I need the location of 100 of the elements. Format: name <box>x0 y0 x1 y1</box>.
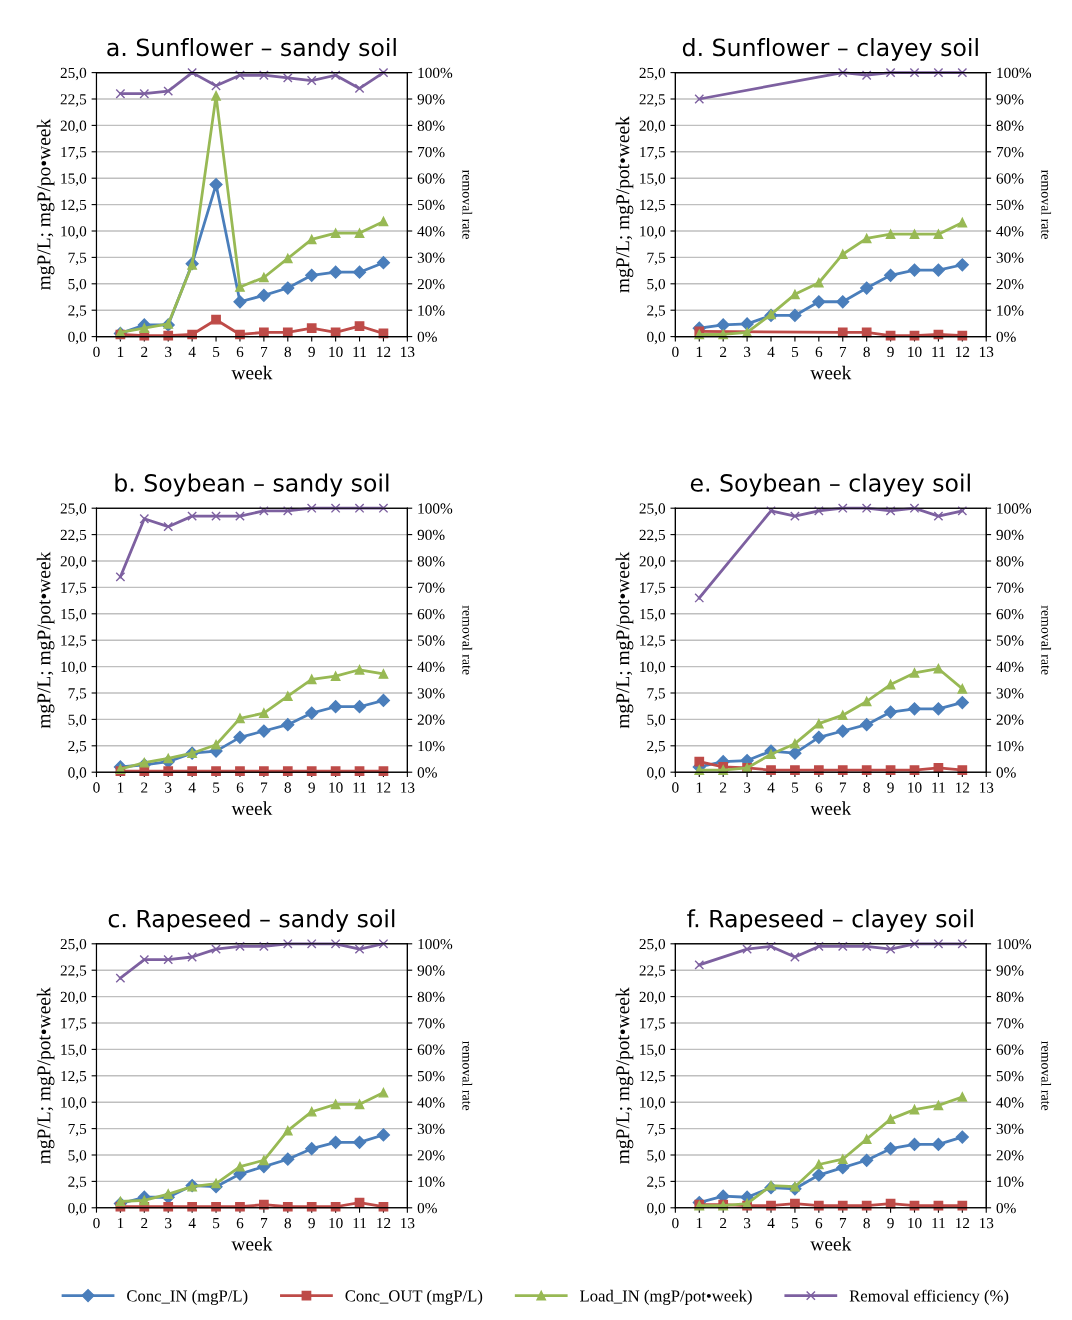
y-tick-label: 0,0 <box>68 1202 87 1216</box>
x-tick-label: 11 <box>932 346 945 357</box>
x-tick-label: 11 <box>353 346 366 357</box>
y-tick-label: 20,0 <box>60 120 87 134</box>
y-tick-label: 5,0 <box>68 1150 87 1163</box>
y2-tick-label: 10% <box>997 740 1024 752</box>
x-tick-label: 5 <box>213 1218 220 1229</box>
y-tick-label: 7,5 <box>68 252 87 266</box>
y-tick-label: 20,0 <box>639 556 666 569</box>
x-tick-label: 6 <box>815 1218 823 1229</box>
y2-tick-label: 90% <box>996 965 1024 976</box>
y2-tick-label: 30% <box>996 688 1024 699</box>
chart-title: e. Soybean – clayey soil <box>690 473 970 497</box>
y-axis-title: mgP/L; mgP/pot•week <box>36 551 55 729</box>
x-tick-label: 10 <box>908 346 922 358</box>
x-tick-label: 6 <box>815 782 823 793</box>
chart-title: b. Soybean – sandy soil <box>115 473 389 497</box>
y2-tick-label: 70% <box>996 146 1024 158</box>
y-tick-label: 10,0 <box>61 1097 87 1110</box>
chart-title: f. Rapeseed – clayey soil <box>687 909 973 933</box>
y2-tick-label: 10% <box>997 305 1024 316</box>
x-tick-label: 4 <box>767 1218 775 1229</box>
y-tick-label: 0,0 <box>647 331 666 345</box>
x-tick-label: 9 <box>887 782 894 793</box>
x-tick-label: 9 <box>887 1218 894 1229</box>
x-tick-label: 0 <box>93 1217 100 1229</box>
y2-tick-label: 80% <box>996 556 1024 567</box>
y-tick-label: 7,5 <box>68 688 87 701</box>
y2-axis-title: removal rate <box>462 1041 473 1111</box>
y2-tick-label: 30% <box>417 252 445 263</box>
x-tick-label: 9 <box>308 782 315 793</box>
x-tick-label: 12 <box>956 1218 970 1229</box>
x-tick-label: 0 <box>93 346 100 358</box>
x-tick-label: 6 <box>815 346 823 358</box>
x-tick-label: 7 <box>261 346 268 357</box>
y2-axis-title: removal rate <box>1041 605 1052 675</box>
y-tick-label: 17,5 <box>640 582 666 596</box>
legend-label: Load_IN (mgP/pot•week) <box>580 1289 752 1305</box>
x-tick-label: 1 <box>117 782 124 793</box>
y2-tick-label: 40% <box>996 661 1024 673</box>
y-tick-label: 22,5 <box>60 94 87 107</box>
x-tick-label: 7 <box>839 1218 847 1229</box>
y2-tick-label: 70% <box>418 1018 445 1029</box>
y2-tick-label: 50% <box>417 635 445 646</box>
y2-tick-label: 60% <box>417 173 445 184</box>
y-axis-title: mgP/L; mgP/pot•week <box>36 987 55 1164</box>
y-tick-label: 20,0 <box>60 991 87 1005</box>
y2-tick-label: 20% <box>417 714 445 725</box>
y-tick-label: 17,5 <box>61 147 87 160</box>
y2-axis-title: removal rate <box>462 605 473 675</box>
y2-tick-label: 60% <box>417 1044 445 1055</box>
x-tick-label: 12 <box>956 782 970 793</box>
y2-tick-label: 40% <box>996 1097 1024 1108</box>
y-tick-label: 15,0 <box>640 173 666 186</box>
y-axis-title: mgP/L; mgP/po•week <box>36 118 55 290</box>
x-tick-label: 12 <box>377 346 391 357</box>
x-tick-label: 13 <box>401 346 415 358</box>
x-tick-label: 11 <box>353 1218 366 1229</box>
x-tick-label: 7 <box>261 1218 268 1229</box>
x-tick-label: 0 <box>672 1217 679 1229</box>
y2-tick-label: 70% <box>418 146 445 158</box>
x-tick-label: 5 <box>792 1218 799 1229</box>
y-tick-label: 25,0 <box>639 503 666 516</box>
y2-tick-label: 70% <box>996 582 1024 593</box>
x-tick-label: 2 <box>720 1218 727 1229</box>
x-tick-label: 2 <box>720 782 727 793</box>
x-tick-label: 5 <box>213 782 220 793</box>
y2-tick-label: 60% <box>417 608 445 620</box>
x-tick-label: 1 <box>696 346 703 357</box>
y-tick-label: 20,0 <box>639 991 666 1005</box>
y-tick-label: 5,0 <box>68 278 87 292</box>
y2-tick-label: 50% <box>417 1070 445 1082</box>
y2-tick-label: 10% <box>418 305 445 316</box>
y-tick-label: 10,0 <box>61 661 87 675</box>
x-tick-label: 8 <box>863 782 870 793</box>
y-tick-label: 10,0 <box>640 661 666 675</box>
y-tick-label: 20,0 <box>60 556 87 569</box>
y-tick-label: 0,0 <box>68 331 87 345</box>
x-tick-label: 3 <box>744 1218 751 1229</box>
y-tick-label: 12,5 <box>61 635 87 648</box>
y2-tick-label: 50% <box>417 199 445 211</box>
y2-tick-label: 40% <box>996 226 1024 237</box>
x-tick-label: 13 <box>979 346 994 358</box>
y2-tick-label: 60% <box>996 173 1024 184</box>
y2-tick-label: 30% <box>417 688 445 699</box>
y-tick-label: 2,5 <box>68 740 87 754</box>
legend-label: Removal efficiency (%) <box>849 1289 1009 1305</box>
y2-tick-label: 20% <box>996 1150 1024 1161</box>
x-tick-label: 6 <box>236 1218 244 1229</box>
y-tick-label: 15,0 <box>640 608 666 622</box>
y-tick-label: 20,0 <box>639 120 666 134</box>
x-tick-label: 8 <box>863 346 870 358</box>
y-tick-label: 10,0 <box>640 226 666 239</box>
y-tick-label: 15,0 <box>61 1044 87 1058</box>
y2-tick-label: 90% <box>417 529 445 541</box>
y2-axis-title: removal rate <box>1041 1041 1052 1111</box>
y-tick-label: 2,5 <box>647 740 666 754</box>
y2-tick-label: 20% <box>996 714 1024 725</box>
x-tick-label: 4 <box>767 346 775 357</box>
x-tick-label: 2 <box>720 346 727 357</box>
